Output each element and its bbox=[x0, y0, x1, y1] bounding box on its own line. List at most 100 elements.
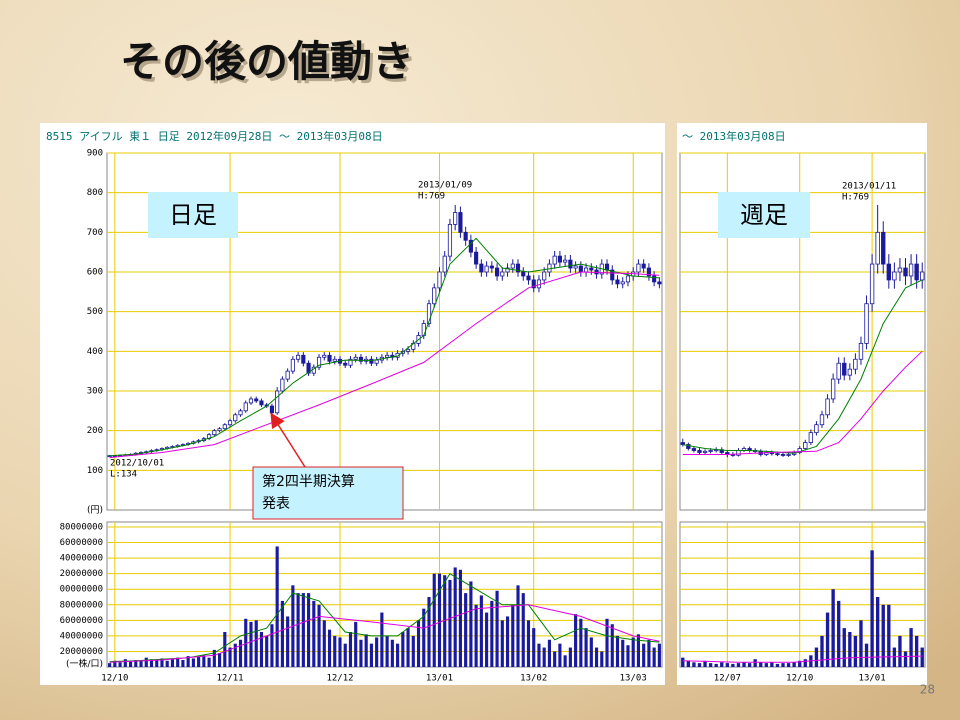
volume-bar bbox=[469, 581, 473, 667]
volume-bar bbox=[781, 663, 785, 667]
y-unit: (一株/口) bbox=[66, 658, 103, 670]
candle-body bbox=[479, 263, 484, 273]
volume-bar bbox=[437, 573, 442, 667]
volume-bar bbox=[526, 620, 531, 667]
candle-body bbox=[306, 362, 311, 374]
volume-bar bbox=[401, 632, 405, 667]
volume-bar bbox=[657, 643, 661, 667]
candle-body bbox=[227, 420, 233, 426]
candle-body bbox=[557, 255, 562, 263]
title-shadow: その後の値動き bbox=[123, 40, 417, 89]
y-tick-label: 300 bbox=[87, 387, 103, 397]
panel-label: 日足 bbox=[169, 201, 217, 229]
volume-bar bbox=[753, 659, 757, 667]
plot-frame bbox=[679, 521, 926, 668]
candle-body bbox=[886, 263, 891, 281]
y-tick-label: 60000000 bbox=[60, 616, 103, 626]
candle-body bbox=[521, 271, 526, 277]
volume-bar bbox=[742, 662, 746, 667]
annotation: H:769 bbox=[842, 193, 869, 203]
candle-body bbox=[500, 271, 505, 277]
candle-body bbox=[275, 390, 280, 414]
volume-bar bbox=[703, 660, 707, 667]
volume-bar bbox=[134, 660, 138, 667]
volume-bar bbox=[600, 651, 604, 667]
candle-body bbox=[568, 259, 573, 269]
y-tick-label: 500 bbox=[87, 307, 103, 317]
volume-bar bbox=[375, 637, 379, 667]
callout-text: 第2四半期決算 bbox=[262, 473, 355, 490]
volume-bar bbox=[521, 593, 525, 667]
candle-body bbox=[437, 271, 442, 289]
x-tick-label: 12/11 bbox=[216, 674, 243, 684]
annotation: L:134 bbox=[110, 470, 137, 480]
volume-bar bbox=[747, 663, 752, 667]
y-tick-label: 200 bbox=[87, 426, 103, 436]
moving-average bbox=[109, 271, 660, 459]
volume-bar bbox=[786, 663, 791, 667]
volume-bar bbox=[406, 628, 410, 667]
volume-bar bbox=[610, 624, 614, 667]
candle-body bbox=[797, 448, 802, 453]
candle-body bbox=[786, 454, 791, 456]
volume-bar bbox=[286, 616, 290, 667]
panel-label: 週足 bbox=[740, 201, 788, 229]
volume-bar bbox=[864, 643, 869, 667]
volume-bar bbox=[775, 663, 780, 667]
volume-bar bbox=[207, 657, 211, 667]
candle-body bbox=[316, 356, 322, 368]
y-tick-label: 800 bbox=[87, 188, 103, 198]
volume-bar bbox=[149, 659, 154, 667]
charts: 100 200 300 400 500 600 700 800 900 (円) 20000000 40… bbox=[60, 149, 926, 684]
moving-average bbox=[682, 279, 923, 454]
candle-body bbox=[285, 370, 290, 380]
volume-bar bbox=[474, 604, 478, 667]
volume-bar bbox=[354, 621, 358, 667]
volume-bar bbox=[327, 629, 332, 667]
candle-body bbox=[702, 450, 708, 453]
volume-bar bbox=[511, 604, 515, 667]
volume-bar bbox=[547, 639, 551, 667]
volume-bar bbox=[887, 604, 891, 667]
volume-bar bbox=[725, 663, 729, 667]
volume-bar bbox=[380, 612, 384, 667]
candle-body bbox=[836, 362, 841, 380]
candle-body bbox=[892, 271, 897, 281]
candle-body bbox=[547, 263, 552, 273]
volume-bar bbox=[605, 618, 609, 667]
candle-body bbox=[775, 453, 780, 456]
volume-bar bbox=[301, 593, 305, 667]
candle-body bbox=[447, 223, 453, 257]
x-tick-label: 13/03 bbox=[620, 674, 647, 684]
volume-bar bbox=[244, 618, 248, 667]
volume-bar bbox=[202, 655, 206, 667]
volume-bar bbox=[238, 639, 243, 667]
volume-bar bbox=[736, 663, 741, 667]
candle-body bbox=[842, 362, 847, 376]
moving-average bbox=[109, 573, 660, 663]
volume-bar bbox=[390, 639, 394, 667]
annotation: 2013/01/09 bbox=[418, 181, 472, 191]
y-unit: (円) bbox=[87, 505, 103, 516]
candle-body bbox=[615, 279, 620, 285]
candle-body bbox=[610, 269, 615, 281]
volume-bar bbox=[359, 639, 363, 667]
volume-bar bbox=[647, 639, 651, 667]
volume-bar bbox=[233, 643, 237, 667]
candle-body bbox=[510, 263, 515, 269]
candle-body bbox=[322, 354, 327, 358]
volume-bar bbox=[458, 569, 462, 667]
candle-body bbox=[808, 432, 814, 443]
candle-body bbox=[847, 368, 853, 376]
volume-bar bbox=[615, 635, 620, 667]
volume-bar bbox=[798, 660, 802, 667]
volume-bar bbox=[584, 628, 588, 667]
volume-bar bbox=[108, 663, 112, 667]
candle-body bbox=[489, 265, 494, 269]
volume-bar bbox=[176, 657, 180, 667]
plot-frame bbox=[106, 521, 663, 668]
candle-body bbox=[348, 358, 353, 366]
candle-body bbox=[819, 414, 825, 426]
volume-bar bbox=[254, 620, 258, 667]
